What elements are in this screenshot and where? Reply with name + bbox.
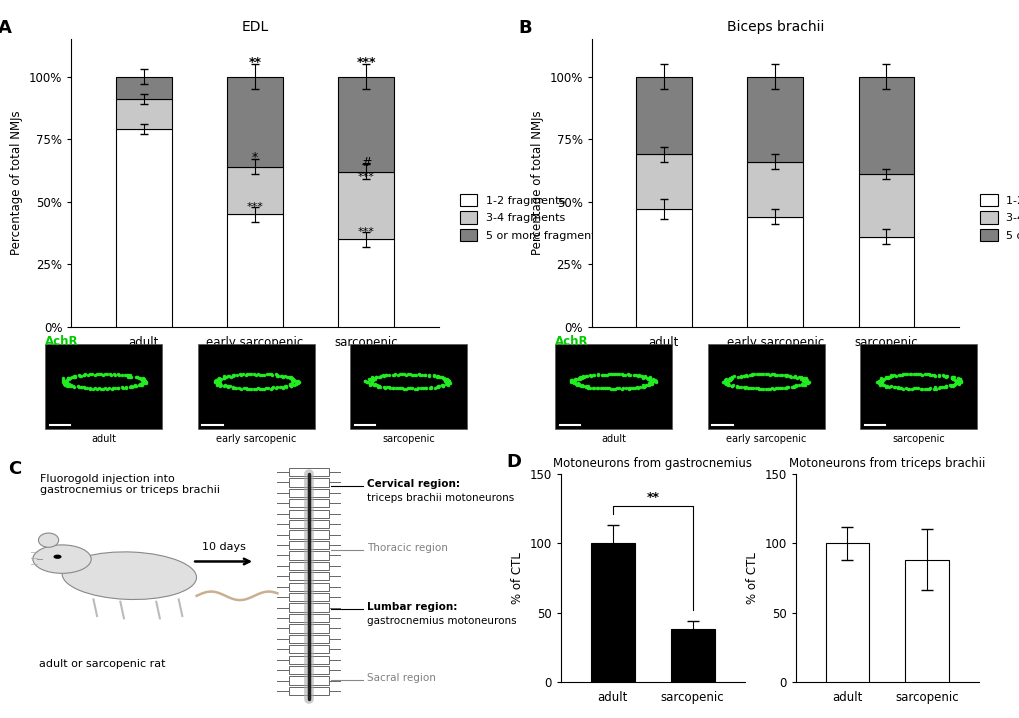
Circle shape [53,554,61,559]
Text: gastrocnemius motoneurons: gastrocnemius motoneurons [367,616,517,626]
Y-axis label: Percentage of total NMJs: Percentage of total NMJs [10,111,23,256]
Legend: 1-2 fragments, 3-4 fragments, 5 or more fragments: 1-2 fragments, 3-4 fragments, 5 or more … [974,190,1019,246]
Bar [288,582,329,591]
Title: Biceps brachii: Biceps brachii [726,20,823,34]
Bar [590,544,634,682]
Text: ***: *** [247,202,263,212]
Text: D: D [505,453,521,471]
Bar [288,561,329,570]
Text: 10 days: 10 days [202,542,246,552]
Y-axis label: % of CTL: % of CTL [745,552,758,604]
Text: ***: *** [358,172,374,182]
Bar [288,593,329,601]
Text: **: ** [249,57,261,70]
Bar [288,510,329,518]
Text: early sarcopenic: early sarcopenic [216,434,297,444]
Ellipse shape [62,552,197,600]
Bar [198,344,314,429]
Bar [288,645,329,653]
Bar [227,77,282,167]
Text: A: A [0,19,12,37]
Bar [116,77,171,99]
Bar [860,344,976,429]
Text: ***: *** [357,57,376,70]
Bar [288,499,329,508]
Bar [338,77,393,172]
Ellipse shape [33,545,91,573]
Bar [905,560,949,682]
Bar [858,174,913,237]
Bar [636,210,691,327]
Y-axis label: Percentage of total NMJs: Percentage of total NMJs [530,111,543,256]
Bar [338,239,393,327]
Text: adult or sarcopenic rat: adult or sarcopenic rat [39,658,165,668]
Text: C: C [8,460,21,477]
Bar [288,468,329,476]
Text: AchR: AchR [554,335,588,348]
Bar [707,344,823,429]
Bar [824,544,868,682]
Ellipse shape [39,533,59,547]
Title: Motoneurons from triceps brachii: Motoneurons from triceps brachii [789,457,984,470]
Bar [554,344,672,429]
Text: Cervical region:: Cervical region: [367,479,460,488]
Text: adult: adult [91,434,116,444]
Bar [636,154,691,210]
Text: B: B [518,19,531,37]
Bar [288,666,329,674]
Bar [338,172,393,239]
Bar [288,656,329,664]
Text: Thoracic region: Thoracic region [367,543,447,553]
Text: adult: adult [600,434,626,444]
Bar [288,603,329,612]
Bar [288,551,329,559]
Bar [288,489,329,497]
Bar [288,520,329,528]
Bar [747,77,802,162]
Bar [288,572,329,580]
Bar [288,624,329,633]
Bar [45,344,162,429]
Y-axis label: % of CTL: % of CTL [511,552,524,604]
Text: *: * [252,151,258,164]
Bar [288,478,329,487]
Bar [747,162,802,217]
Bar [288,687,329,695]
Bar [671,630,714,682]
Text: #: # [361,157,371,169]
Bar [351,344,467,429]
Text: Lumbar region:: Lumbar region: [367,602,458,612]
Legend: 1-2 fragments, 3-4 fragments, 5 or more fragments: 1-2 fragments, 3-4 fragments, 5 or more … [454,190,605,246]
Bar [858,77,913,174]
Text: AchR: AchR [45,335,78,348]
Text: Fluorogold injection into
gastrocnemius or triceps brachii: Fluorogold injection into gastrocnemius … [40,474,219,495]
Bar [747,217,802,327]
Bar [288,635,329,643]
Text: triceps brachii motoneurons: triceps brachii motoneurons [367,493,514,503]
Text: sarcopenic: sarcopenic [382,434,435,444]
Text: Sacral region: Sacral region [367,673,436,683]
Bar [116,129,171,327]
Bar [227,167,282,214]
Bar [636,77,691,154]
Bar [227,214,282,327]
Bar [288,541,329,549]
Bar [288,531,329,538]
Text: ***: *** [358,227,374,237]
Bar [858,237,913,327]
Bar [116,99,171,129]
Text: early sarcopenic: early sarcopenic [726,434,806,444]
Bar [288,614,329,622]
Text: sarcopenic: sarcopenic [892,434,945,444]
Bar [288,676,329,685]
Title: Motoneurons from gastrocnemius: Motoneurons from gastrocnemius [552,457,752,470]
Title: EDL: EDL [242,20,268,34]
Text: **: ** [646,491,658,505]
